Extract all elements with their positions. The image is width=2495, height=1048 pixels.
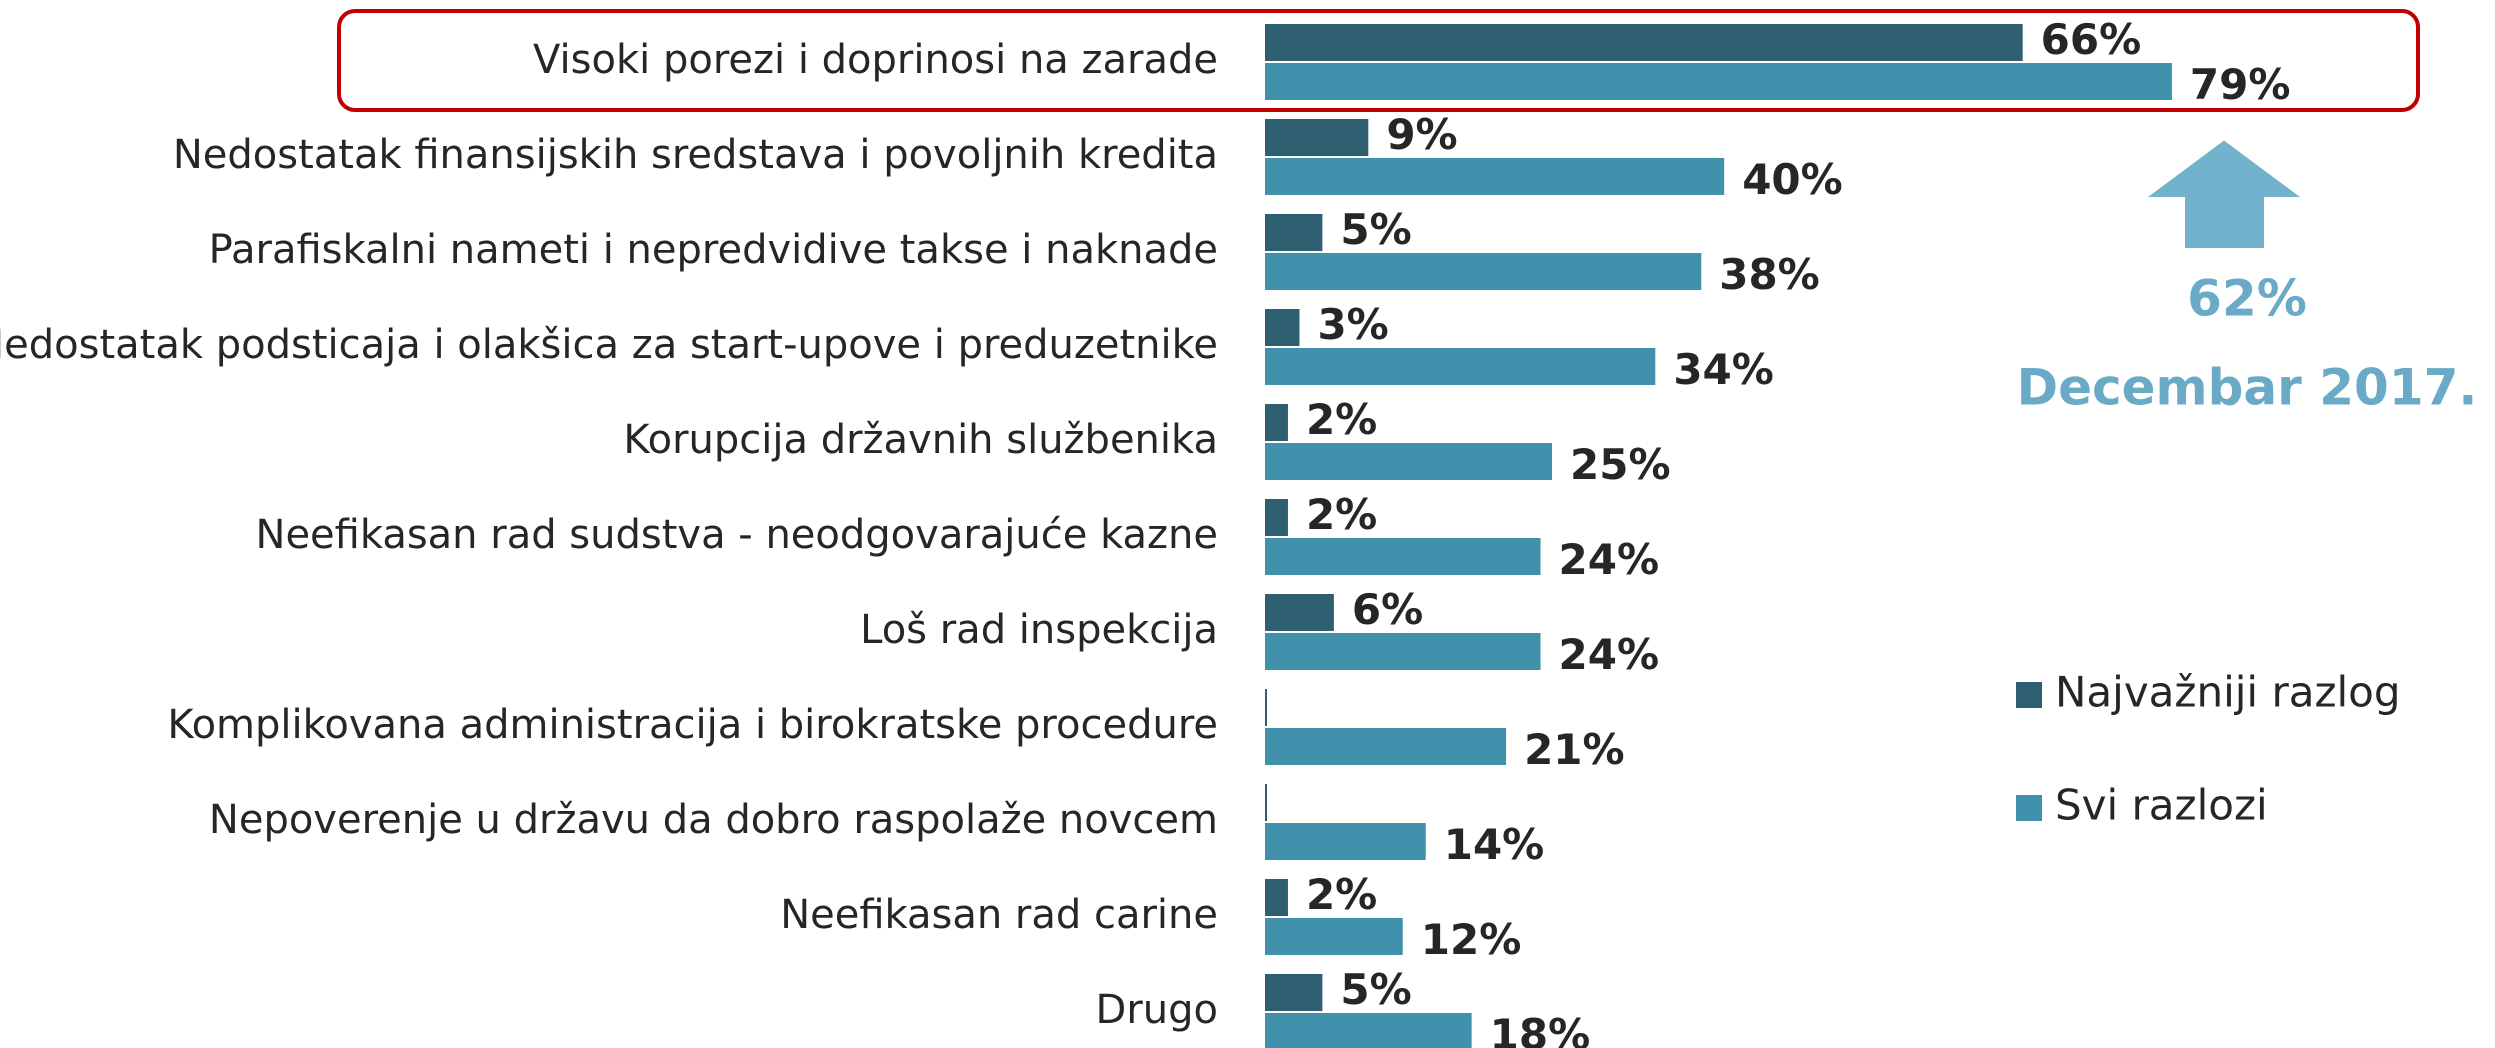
value-label: 21% [1524, 725, 1625, 774]
annotation: Decembar 2017. [2017, 359, 2478, 417]
bar [1265, 309, 1300, 346]
bar [1265, 594, 1334, 631]
bar [1265, 253, 1702, 290]
bar [1265, 879, 1288, 916]
legend-label: Svi razlozi [2055, 781, 2268, 830]
category-label: Loš rad inspekcija [860, 607, 1218, 653]
value-label: 40% [1742, 155, 1843, 204]
value-label: 79% [2190, 60, 2291, 109]
bar [1265, 823, 1426, 860]
category-label: Nedostatak podsticaja i olakšica za star… [0, 322, 1218, 368]
value-label: 5% [1340, 205, 1411, 254]
category-label: Neefikasan rad carine [780, 892, 1218, 938]
bar [1265, 633, 1541, 670]
value-label: 66% [2041, 15, 2142, 64]
bar [1265, 974, 1323, 1011]
bar [1265, 1013, 1472, 1048]
value-label: 25% [1570, 440, 1671, 489]
bar [1265, 404, 1288, 441]
legend-swatch [2016, 682, 2042, 708]
up-arrow [2135, 135, 2313, 252]
category-label: Neefikasan rad sudstva - neodgovarajuće … [256, 512, 1218, 558]
value-label: 24% [1559, 630, 1660, 679]
bar [1265, 119, 1369, 156]
value-label: 3% [1317, 300, 1388, 349]
bar [1265, 918, 1403, 955]
value-label: 2% [1306, 395, 1377, 444]
bar [1265, 158, 1725, 195]
value-label: 6% [1352, 585, 1423, 634]
bar [1265, 443, 1552, 480]
value-label: 38% [1719, 250, 1820, 299]
value-label: 34% [1673, 345, 1774, 394]
bar [1265, 784, 1267, 821]
value-label: 18% [1490, 1010, 1591, 1048]
value-label: 12% [1421, 915, 1522, 964]
value-label: 9% [1386, 110, 1457, 159]
category-label: Visoki porezi i doprinosi na zarade [533, 37, 1218, 83]
highlight-box [337, 9, 2420, 112]
category-label: Korupcija državnih službenika [623, 417, 1218, 463]
value-label: 14% [1444, 820, 1545, 869]
bar [1265, 348, 1656, 385]
value-label: 24% [1559, 535, 1660, 584]
value-label: 5% [1340, 965, 1411, 1014]
bar [1265, 499, 1288, 536]
legend-swatch [2016, 795, 2042, 821]
category-label: Nepoverenje u državu da dobro raspolaže … [209, 797, 1218, 843]
category-label: Komplikovana administracija i birokratsk… [167, 702, 1218, 748]
bar [1265, 689, 1267, 726]
bar [1265, 24, 2023, 61]
value-label: 2% [1306, 870, 1377, 919]
bar [1265, 63, 2172, 100]
bar [1265, 728, 1507, 765]
category-label: Drugo [1096, 987, 1218, 1033]
category-label: Nedostatak finansijskih sredstava i povo… [173, 132, 1218, 178]
bar [1265, 538, 1541, 575]
category-label: Parafiskalni nameti i nepredvidive takse… [209, 227, 1218, 273]
legend-label: Najvažniji razlog [2055, 668, 2401, 717]
bar [1265, 214, 1323, 251]
value-label: 2% [1306, 490, 1377, 539]
annotation: 62% [2187, 270, 2307, 328]
